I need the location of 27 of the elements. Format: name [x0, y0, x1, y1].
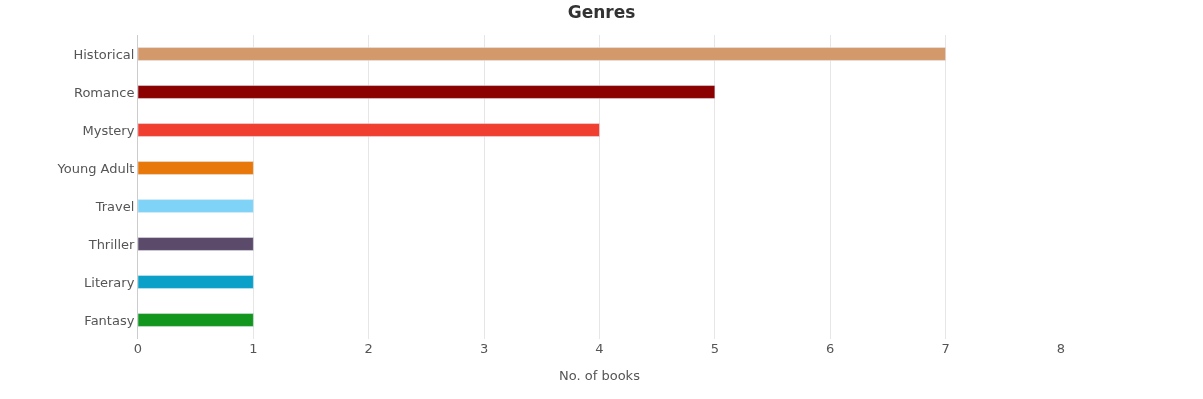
chart-title: Genres [567, 1, 636, 22]
x-tick-label: 1 [249, 341, 258, 356]
x-tick-label: 3 [479, 341, 489, 356]
bar [138, 275, 254, 289]
x-tick-label: 2 [364, 341, 373, 356]
bar [138, 237, 254, 251]
x-tick-label: 4 [595, 341, 604, 356]
y-tick-label: Historical [73, 46, 135, 62]
bar [138, 47, 946, 61]
y-tick-label: Young Adult [56, 160, 135, 176]
bar [138, 199, 254, 213]
y-tick-label: Thriller [87, 236, 136, 252]
x-tick-label: 8 [1056, 341, 1066, 356]
y-tick-label: Fantasy [84, 312, 135, 328]
y-tick-label: Mystery [82, 122, 135, 138]
bar [138, 85, 716, 99]
y-tick-label: Romance [73, 84, 135, 100]
x-axis-title: No. of books [559, 367, 641, 383]
x-tick-label: 0 [133, 341, 143, 356]
x-tick-label: 6 [826, 341, 835, 356]
bar [138, 161, 254, 175]
bar [138, 123, 600, 137]
bar [138, 313, 254, 327]
x-tick-label: 5 [710, 341, 720, 356]
x-tick-label: 7 [941, 341, 950, 356]
y-tick-label: Literary [84, 274, 135, 290]
y-tick-label: Travel [94, 198, 135, 214]
